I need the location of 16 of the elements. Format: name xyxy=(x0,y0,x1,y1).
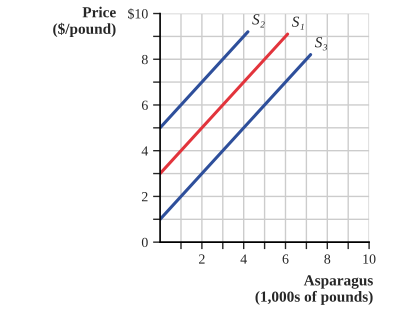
series-label: S₂ xyxy=(252,14,265,28)
y-tick-label: 2 xyxy=(142,192,148,202)
series-label: S₃ xyxy=(314,37,328,50)
y-tick-label: 6 xyxy=(142,100,148,110)
x-tick-label: 2 xyxy=(199,254,205,264)
y-tick-label: $10 xyxy=(128,8,148,20)
x-tick-label: 10 xyxy=(363,254,376,264)
y-tick-label: 0 xyxy=(142,238,148,248)
x-axis-title: Asparagus (1,000s of pounds) xyxy=(256,275,373,305)
x-tick-label: 6 xyxy=(282,254,289,264)
x-tick-label: 4 xyxy=(240,254,247,264)
series-label: S₁ xyxy=(292,16,304,30)
x-tick-label: 8 xyxy=(324,254,330,264)
y-tick-label: 8 xyxy=(142,54,148,64)
y-axis-title: Price ($/pound) xyxy=(53,6,116,38)
y-tick-label: 4 xyxy=(142,146,148,156)
